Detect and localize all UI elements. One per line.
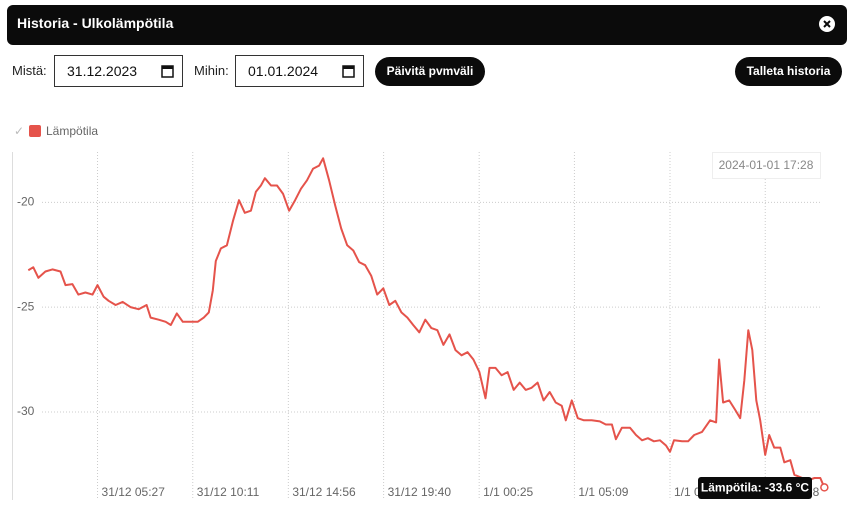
legend-check: ✓ [14, 124, 24, 138]
save-button[interactable]: Talleta historia [735, 57, 842, 86]
x-tick-label: 1/1 05:09 [578, 485, 628, 499]
to-label: Mihin: [194, 63, 229, 78]
x-tick-label: 31/12 10:11 [197, 485, 260, 499]
y-tick-label: -25 [17, 299, 35, 313]
header-bar [7, 5, 847, 45]
timestamp: 2024-01-01 17:28 [719, 158, 814, 172]
to-date-input[interactable]: 01.01.2024 [235, 55, 364, 87]
calendar-icon [342, 65, 355, 78]
x-tick-label: 31/12 19:40 [388, 485, 452, 499]
x-tick-label: 31/12 05:27 [102, 485, 166, 499]
legend-label[interactable]: Lämpötila [46, 124, 98, 138]
y-tick-label: -30 [17, 404, 35, 418]
from-label: Mistä: [12, 63, 47, 78]
from-date-value: 31.12.2023 [67, 63, 138, 79]
legend-swatch [29, 125, 41, 137]
y-tick-label: -20 [17, 194, 35, 208]
x-tick-label: 31/12 14:56 [292, 485, 356, 499]
from-date-input[interactable]: 31.12.2023 [54, 55, 183, 87]
tooltip-box [698, 477, 812, 499]
calendar-icon [161, 65, 174, 78]
tooltip-text: Lämpötila: -33.6 °C [701, 481, 809, 495]
timestamp-box [712, 152, 821, 179]
update-button[interactable]: Päivitä pvmväli [375, 57, 485, 86]
hover-marker [820, 483, 829, 492]
x-tick-label: 1/1 00:25 [483, 485, 533, 499]
to-date-value: 01.01.2024 [248, 63, 319, 79]
close-button[interactable] [818, 15, 836, 33]
header-title: Historia - Ulkolämpötila [17, 15, 174, 31]
line-series [27, 157, 826, 488]
